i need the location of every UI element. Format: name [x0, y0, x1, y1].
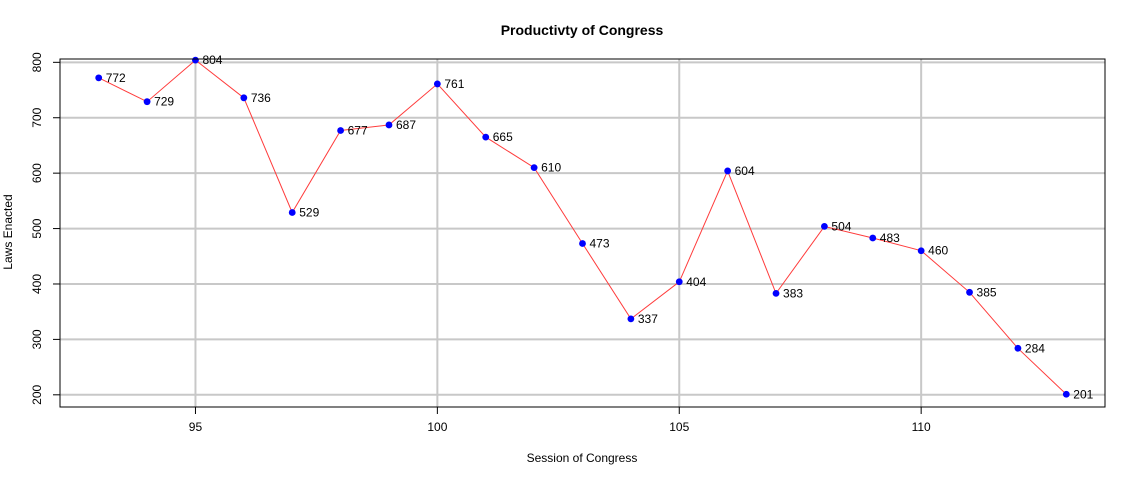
- data-label: 473: [590, 237, 610, 251]
- y-axis: 200 300 400 500 600 700 800: [30, 52, 60, 405]
- data-point: [337, 127, 345, 134]
- data-point: [627, 315, 635, 323]
- data-label: 610: [541, 161, 561, 175]
- data-label: 385: [977, 285, 997, 299]
- data-label: 677: [348, 123, 368, 137]
- data-label: 761: [444, 77, 464, 91]
- data-point: [385, 121, 393, 129]
- data-label: 604: [735, 164, 755, 178]
- data-point: [820, 222, 828, 230]
- data-labels: 772 729 804 736 529 677 687 761 665 610 473 337 404 6…: [106, 53, 1094, 401]
- y-tick-label: 300: [30, 329, 44, 349]
- data-label: 201: [1073, 387, 1093, 401]
- data-point: [240, 94, 248, 102]
- data-label: 383: [783, 286, 803, 300]
- y-axis-label: Laws Enacted: [1, 194, 15, 269]
- data-label: 729: [154, 95, 174, 109]
- gridlines: [60, 59, 1105, 407]
- data-point: [482, 133, 490, 141]
- data-label: 483: [880, 231, 900, 245]
- data-point: [1014, 344, 1022, 352]
- data-point: [966, 288, 973, 296]
- data-label: 687: [396, 118, 416, 132]
- data-label: 337: [638, 312, 658, 326]
- y-tick-label: 700: [30, 107, 44, 127]
- data-point: [772, 290, 780, 297]
- y-tick-label: 400: [30, 274, 44, 294]
- data-label: 460: [928, 244, 948, 258]
- data-label: 665: [493, 130, 513, 144]
- data-label: 284: [1025, 341, 1045, 355]
- y-tick-label: 600: [30, 163, 44, 183]
- data-label: 529: [299, 205, 319, 219]
- x-axis-label: Session of Congress: [527, 451, 638, 465]
- data-point: [143, 98, 151, 106]
- y-tick-label: 800: [30, 52, 44, 72]
- x-tick-label: 110: [912, 420, 931, 434]
- y-tick-label: 500: [30, 218, 44, 238]
- data-points: [95, 56, 1070, 398]
- chart-title: Productivty of Congress: [501, 22, 664, 38]
- data-point: [95, 74, 103, 82]
- data-point: [288, 209, 296, 216]
- y-tick-label: 200: [30, 384, 44, 404]
- data-point: [869, 234, 877, 242]
- data-point: [1062, 390, 1070, 398]
- data-point: [675, 278, 683, 286]
- data-label: 772: [106, 71, 126, 85]
- plot-frame: [59, 58, 1106, 408]
- x-tick-label: 95: [189, 420, 203, 434]
- x-axis: 95 100 105 110: [189, 407, 931, 434]
- data-point: [724, 167, 732, 175]
- x-tick-label: 100: [427, 420, 447, 434]
- data-label: 736: [251, 91, 271, 105]
- data-label: 804: [202, 53, 222, 67]
- data-label: 404: [686, 275, 706, 289]
- data-point: [579, 240, 586, 247]
- data-point: [433, 80, 441, 88]
- data-point: [917, 247, 925, 255]
- x-tick-label: 105: [669, 420, 689, 434]
- data-point: [530, 164, 538, 172]
- data-point: [192, 56, 199, 64]
- data-label: 504: [831, 219, 851, 233]
